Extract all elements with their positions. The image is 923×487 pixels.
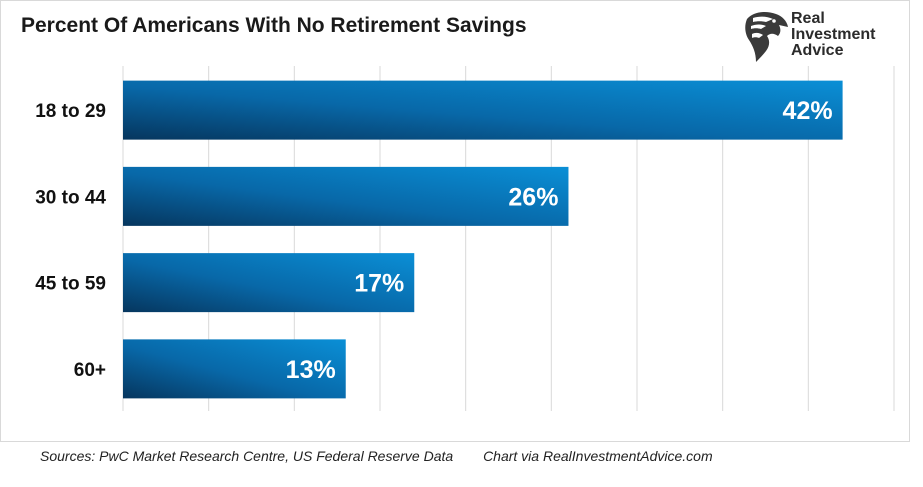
bar (123, 253, 415, 313)
data-label: 26% (508, 183, 558, 211)
bar (123, 80, 843, 140)
data-label: 17% (354, 270, 404, 298)
bar (123, 166, 569, 226)
brand-logo: Real Investment Advice (743, 9, 903, 65)
brand-name: Real Investment Advice (791, 11, 875, 59)
chart-credit: Chart via RealInvestmentAdvice.com (483, 448, 713, 464)
sources-note: Sources: PwC Market Research Centre, US … (40, 448, 454, 464)
footer: Sources: PwC Market Research Centre, US … (40, 448, 713, 464)
category-label: 60+ (74, 360, 106, 381)
category-label: 18 to 29 (35, 101, 106, 122)
brand-name-line: Real (791, 10, 825, 27)
bar-chart: 42% 26% 17% 13% 18 to 29 30 to 44 45 to 59 60+ (35, 66, 895, 411)
eagle-head-icon (745, 11, 788, 63)
data-label: 42% (783, 97, 833, 125)
category-labels: 18 to 29 30 to 44 45 to 59 60+ (35, 101, 106, 381)
category-label: 30 to 44 (35, 187, 106, 208)
bars: 42% 26% 17% 13% (123, 80, 843, 399)
chart-title: Percent Of Americans With No Retirement … (21, 14, 527, 37)
brand-name-line: Advice (791, 42, 844, 59)
bar (123, 339, 346, 399)
category-label: 45 to 59 (35, 274, 106, 295)
chart-frame: Percent Of Americans With No Retirement … (0, 0, 910, 442)
data-label: 13% (286, 356, 336, 384)
brand-name-line: Investment (791, 26, 876, 43)
